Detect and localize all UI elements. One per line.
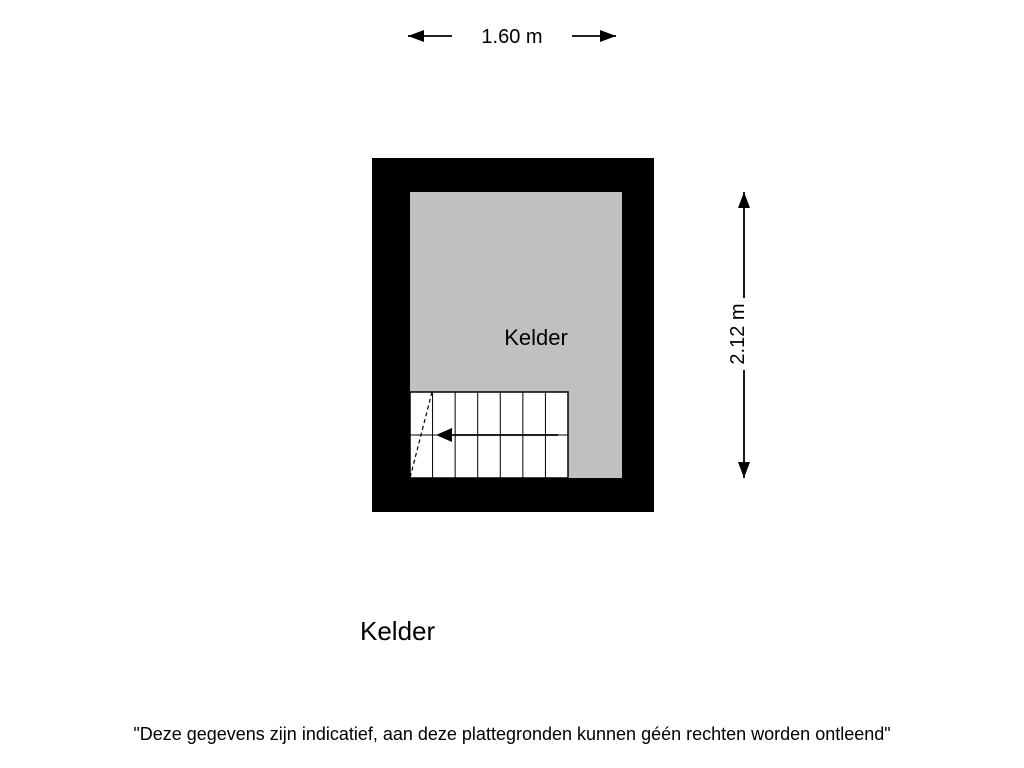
dim-height-arrow-bottom — [738, 462, 750, 478]
dimension-width: 1.60 m — [408, 26, 616, 48]
stairs — [410, 392, 568, 478]
dim-height-label: 2.12 m — [727, 303, 749, 364]
floorplan-svg: Kelder 1.60 m 2.12 — [0, 0, 1024, 768]
dim-height-arrow-top — [738, 192, 750, 208]
floorplan-stage: Kelder 1.60 m 2.12 — [0, 0, 1024, 768]
disclaimer-text: "Deze gegevens zijn indicatief, aan deze… — [133, 724, 890, 744]
dimension-height: 2.12 m — [727, 192, 750, 478]
dim-width-arrow-right — [600, 30, 616, 42]
page-title: Kelder — [360, 616, 435, 646]
dim-width-arrow-left — [408, 30, 424, 42]
dim-width-label: 1.60 m — [481, 26, 542, 48]
room-label: Kelder — [504, 325, 568, 350]
